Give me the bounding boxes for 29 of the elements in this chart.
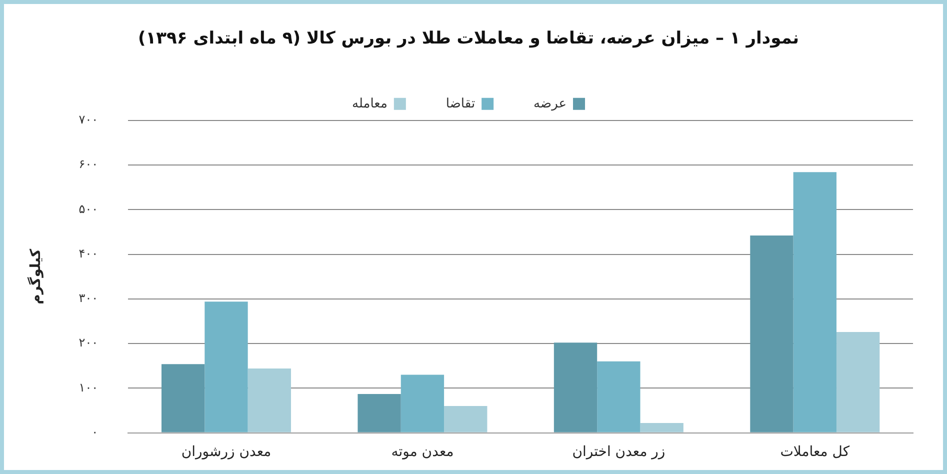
- bar: [444, 406, 488, 432]
- y-tick-label: ۶۰۰: [78, 157, 98, 172]
- y-tick-label: ۰: [92, 424, 98, 439]
- y-axis-title: کیلوگرم: [27, 248, 44, 304]
- bar: [597, 361, 640, 432]
- y-tick-label: ۷۰۰: [78, 112, 98, 127]
- bar: [793, 172, 836, 432]
- bar: [400, 374, 444, 432]
- bar: [248, 368, 291, 432]
- bar: [204, 302, 248, 432]
- y-tick-label: ۲۰۰: [78, 336, 98, 350]
- x-tick-label: زر معدن اختران: [572, 444, 666, 460]
- bar: [554, 342, 598, 432]
- chart-title: نمودار ۱ – میزان عرضه، تقاضا و معاملات طلا در بورس کالا (۹ ماه ابتدای ۱۳۹۶): [138, 28, 800, 49]
- bar: [358, 394, 401, 432]
- legend-label: عرضه: [534, 96, 567, 112]
- bar: [161, 364, 205, 432]
- x-tick-label: معدن موته: [391, 444, 454, 460]
- bar: [836, 332, 880, 432]
- legend-label: معامله: [352, 96, 388, 112]
- y-tick-label: ۴۰۰: [78, 246, 98, 260]
- bar: [750, 236, 794, 432]
- y-tick-label: ۱۰۰: [78, 380, 98, 394]
- x-tick-label: معدن زرشوران: [181, 444, 272, 460]
- y-tick-label: ۵۰۰: [78, 202, 98, 216]
- x-tick-label: کل معاملات: [780, 444, 850, 460]
- legend-label: تقاضا: [446, 96, 476, 112]
- y-tick-label: ۳۰۰: [78, 291, 98, 306]
- bar: [640, 422, 684, 432]
